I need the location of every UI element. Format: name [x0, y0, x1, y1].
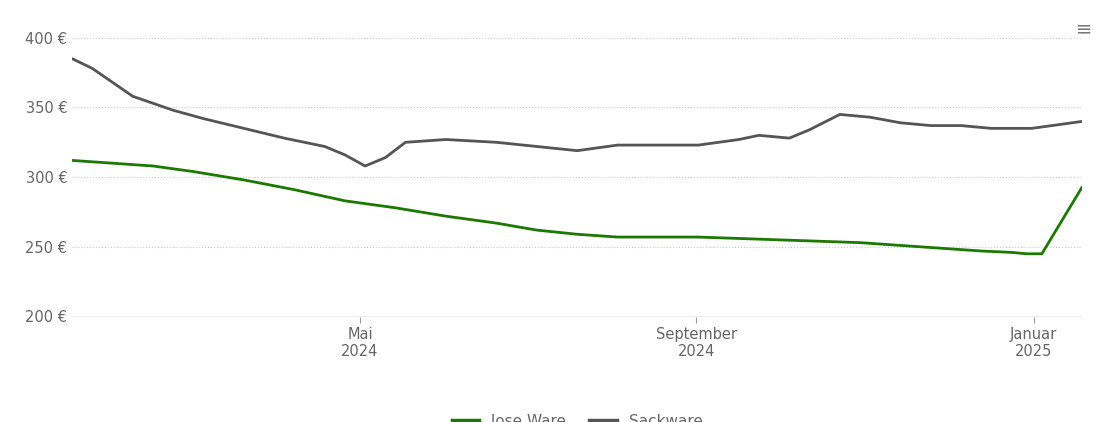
Legend: lose Ware, Sackware: lose Ware, Sackware	[445, 408, 709, 422]
Text: ≡: ≡	[1076, 19, 1092, 38]
